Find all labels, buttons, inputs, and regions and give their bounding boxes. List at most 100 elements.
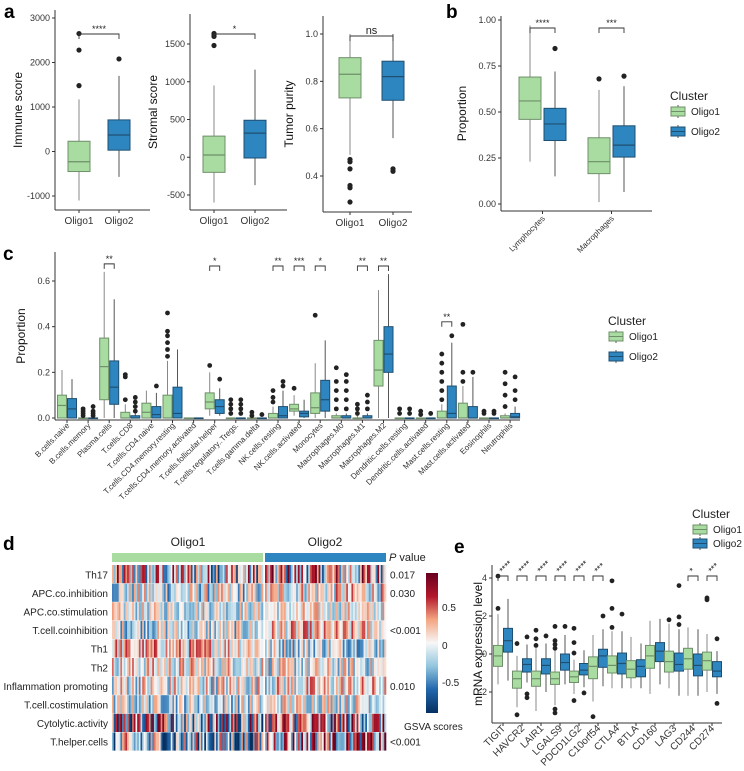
heatmap-cell xyxy=(273,639,276,658)
heatmap-cell xyxy=(375,565,378,584)
heatmap-cell xyxy=(339,732,342,751)
outlier-point xyxy=(470,369,476,375)
heatmap-cell xyxy=(170,620,173,639)
heatmap-cell xyxy=(112,658,114,677)
heatmap-cell xyxy=(360,676,363,695)
heatmap-cell xyxy=(256,602,259,621)
heatmap-cell xyxy=(214,658,217,677)
heatmap-cell xyxy=(268,732,271,751)
heatmap-cell xyxy=(150,620,153,639)
heatmap-cell xyxy=(155,583,158,602)
box-oligo2 xyxy=(109,299,120,418)
box-oligo2 xyxy=(655,618,665,685)
heatmap-cell xyxy=(118,620,121,639)
row-label: Th17 xyxy=(85,570,108,581)
heatmap-cell xyxy=(270,713,273,732)
heatmap-cell xyxy=(372,583,375,602)
heatmap-cell xyxy=(297,732,300,751)
heatmap-cell xyxy=(251,639,254,658)
heatmap-cell xyxy=(194,658,197,677)
heatmap-cell xyxy=(118,565,121,584)
box-oligo1 xyxy=(500,369,511,419)
outlier-point xyxy=(343,379,349,384)
heatmap-cell xyxy=(360,658,363,677)
significance-label: **** xyxy=(554,558,571,575)
heatmap-cell xyxy=(117,565,120,584)
outlier-point xyxy=(347,166,353,172)
heatmap-cell xyxy=(167,676,170,695)
heatmap-cell xyxy=(278,620,281,639)
bracket-line xyxy=(78,33,120,39)
heatmap-cell xyxy=(224,620,227,639)
heatmap-cell xyxy=(137,713,140,732)
heatmap-cell xyxy=(289,602,292,621)
heatmap-cell xyxy=(342,695,345,714)
p-value-header: P value xyxy=(389,552,426,564)
heatmap-cell xyxy=(239,583,242,602)
heatmap-cell xyxy=(328,695,331,714)
heatmap-cell xyxy=(219,695,222,714)
heatmap-cell xyxy=(361,565,364,584)
heatmap-cell xyxy=(252,639,255,658)
heatmap-cell xyxy=(177,658,180,677)
heatmap-cell xyxy=(234,583,237,602)
heatmap-cell xyxy=(292,658,295,677)
heatmap-cell xyxy=(172,713,175,732)
heatmap-cell xyxy=(127,658,130,677)
heatmap-cell xyxy=(335,732,338,751)
heatmap-cell xyxy=(379,713,382,732)
heatmap-cell xyxy=(275,713,278,732)
box-oligo1 xyxy=(352,401,363,420)
heatmap-cell xyxy=(148,713,151,732)
heatmap-cell xyxy=(170,695,173,714)
legend-title: Cluster xyxy=(692,507,730,521)
heatmap-cell xyxy=(363,713,366,732)
y-tick-label: 0.6 xyxy=(305,124,318,134)
heatmap-cell xyxy=(216,732,218,751)
heatmap-cell xyxy=(334,658,337,677)
heatmap-cell xyxy=(197,732,200,751)
heatmap-cell xyxy=(256,583,259,602)
heatmap-cell xyxy=(221,602,224,621)
heatmap-cell xyxy=(125,695,128,714)
heatmap-cell xyxy=(214,602,217,621)
heatmap-cell xyxy=(315,639,318,658)
heatmap-cell xyxy=(294,565,297,584)
heatmap-cell xyxy=(280,676,283,695)
heatmap-cell xyxy=(323,602,326,621)
heatmap-cell xyxy=(155,695,158,714)
heatmap-cell xyxy=(232,713,235,732)
heatmap-cell xyxy=(309,658,312,677)
heatmap-cell xyxy=(349,620,352,639)
box-oligo2 xyxy=(341,372,352,419)
heatmap-cell xyxy=(244,602,247,621)
heatmap-cell xyxy=(289,695,292,714)
y-tick-label: 0.50 xyxy=(478,107,496,117)
heatmap-cell xyxy=(289,676,292,695)
heatmap-cell xyxy=(199,639,202,658)
heatmap-cell xyxy=(199,583,202,602)
outlier-point xyxy=(714,701,720,706)
heatmap-cell xyxy=(335,565,338,584)
heatmap-cell xyxy=(294,713,297,732)
heatmap-cell xyxy=(187,658,190,677)
heatmap-cell xyxy=(377,620,380,639)
heatmap-cell xyxy=(174,639,177,658)
heatmap-cell xyxy=(252,602,255,621)
heatmap-cell xyxy=(377,695,380,714)
heatmap-cell xyxy=(257,676,260,695)
heatmap-cell xyxy=(117,620,120,639)
heatmap-cell xyxy=(377,676,380,695)
heatmap-cell xyxy=(125,713,128,732)
heatmap-cell xyxy=(246,620,249,639)
box-oligo1 xyxy=(493,573,503,685)
heatmap-cell xyxy=(301,676,304,695)
heatmap-cell xyxy=(128,639,131,658)
p-value-header-italic: P xyxy=(389,552,397,564)
heatmap-cell xyxy=(261,639,264,658)
heatmap-cell xyxy=(153,695,156,714)
heatmap-cell xyxy=(205,620,208,639)
heatmap-cell xyxy=(190,658,193,677)
heatmap-cell xyxy=(160,639,163,658)
heatmap-cell xyxy=(158,565,161,584)
